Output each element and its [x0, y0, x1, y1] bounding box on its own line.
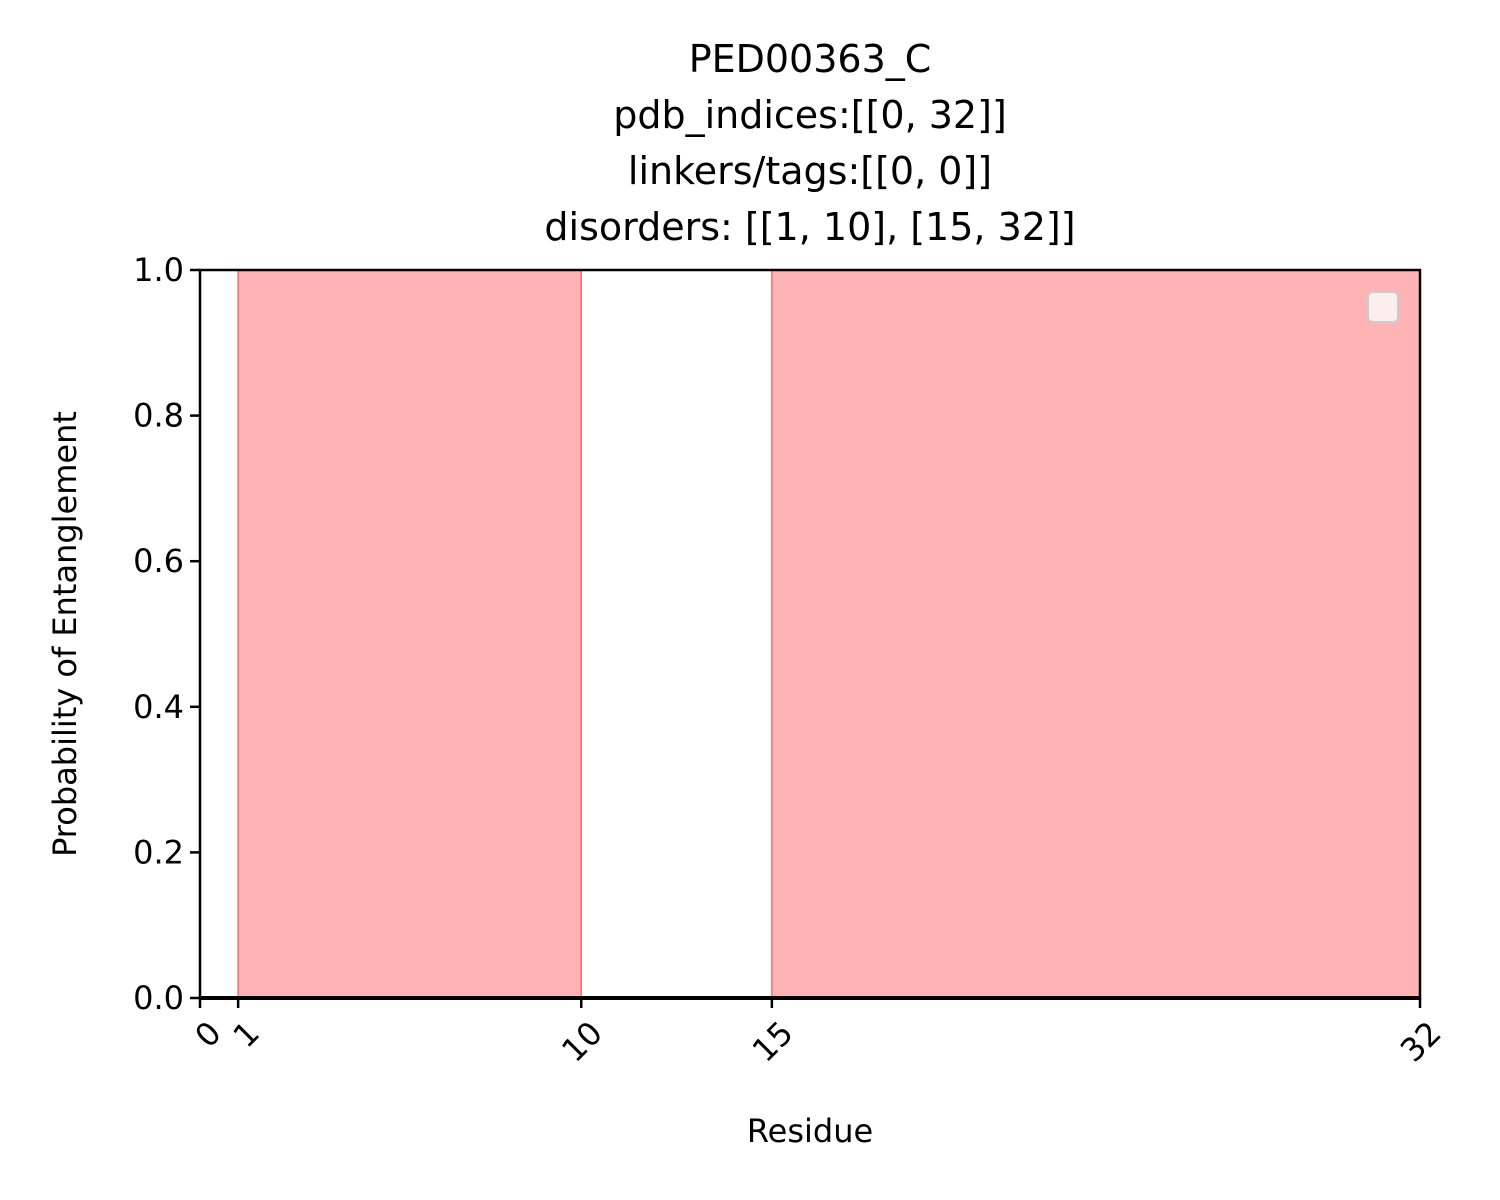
title-line-3: linkers/tags:[[0, 0]]: [628, 149, 992, 193]
title-line-1: PED00363_C: [689, 37, 932, 81]
y-tick-label: 0.8: [133, 397, 184, 435]
title-line-2: pdb_indices:[[0, 32]]: [613, 93, 1007, 137]
x-tick-label: 10: [554, 1014, 610, 1070]
x-axis-label: Residue: [747, 1112, 873, 1150]
y-axis: 0.0 0.2 0.4 0.6 0.8 1.0: [133, 251, 200, 1017]
y-tick-label: 0.6: [133, 542, 184, 580]
x-tick-label: 1: [225, 1014, 266, 1055]
plot-frame: [198, 268, 1422, 1000]
x-tick-label: 32: [1393, 1014, 1449, 1070]
legend-box: [1367, 291, 1399, 323]
y-tick-label: 0.2: [133, 833, 184, 871]
y-tick-label: 0.0: [133, 979, 184, 1017]
disorder-region-2: [771, 269, 1421, 999]
title-line-4: disorders: [[1, 10], [15, 32]]: [544, 205, 1075, 249]
disorder-regions: [237, 269, 1421, 999]
y-tick-label: 1.0: [133, 251, 184, 289]
x-tick-label: 0: [187, 1014, 228, 1055]
chart-title: PED00363_C pdb_indices:[[0, 32]] linkers/t…: [544, 37, 1075, 249]
y-axis-label: Probability of Entanglement: [46, 411, 84, 857]
x-axis: 01 10 15 32: [187, 998, 1449, 1070]
x-tick-label: 15: [745, 1014, 801, 1070]
disorder-region-1: [237, 269, 582, 999]
y-tick-label: 0.4: [133, 688, 184, 726]
